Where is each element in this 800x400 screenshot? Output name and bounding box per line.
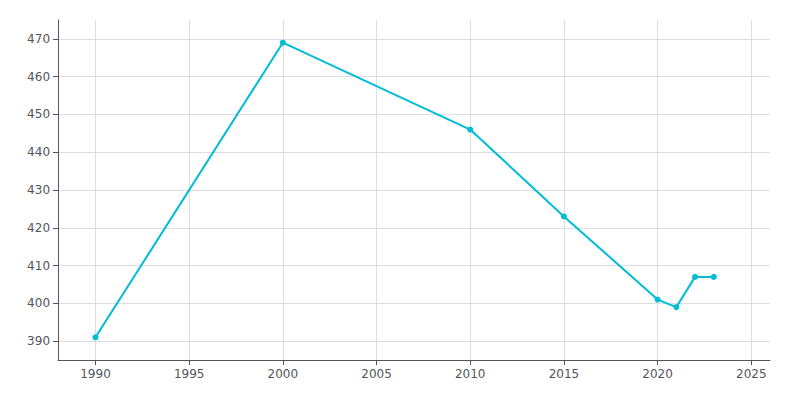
- svg-text:1990: 1990: [80, 367, 111, 381]
- svg-text:2015: 2015: [549, 367, 580, 381]
- svg-text:2020: 2020: [642, 367, 673, 381]
- svg-text:400: 400: [27, 296, 50, 310]
- svg-text:390: 390: [27, 334, 50, 348]
- svg-text:470: 470: [27, 32, 50, 46]
- svg-text:460: 460: [27, 70, 50, 84]
- svg-text:2025: 2025: [736, 367, 767, 381]
- svg-text:1995: 1995: [174, 367, 205, 381]
- svg-text:420: 420: [27, 221, 50, 235]
- svg-text:410: 410: [27, 259, 50, 273]
- svg-text:440: 440: [27, 145, 50, 159]
- svg-text:450: 450: [27, 107, 50, 121]
- svg-text:2005: 2005: [361, 367, 392, 381]
- svg-text:430: 430: [27, 183, 50, 197]
- svg-text:2010: 2010: [455, 367, 486, 381]
- svg-text:2000: 2000: [268, 367, 299, 381]
